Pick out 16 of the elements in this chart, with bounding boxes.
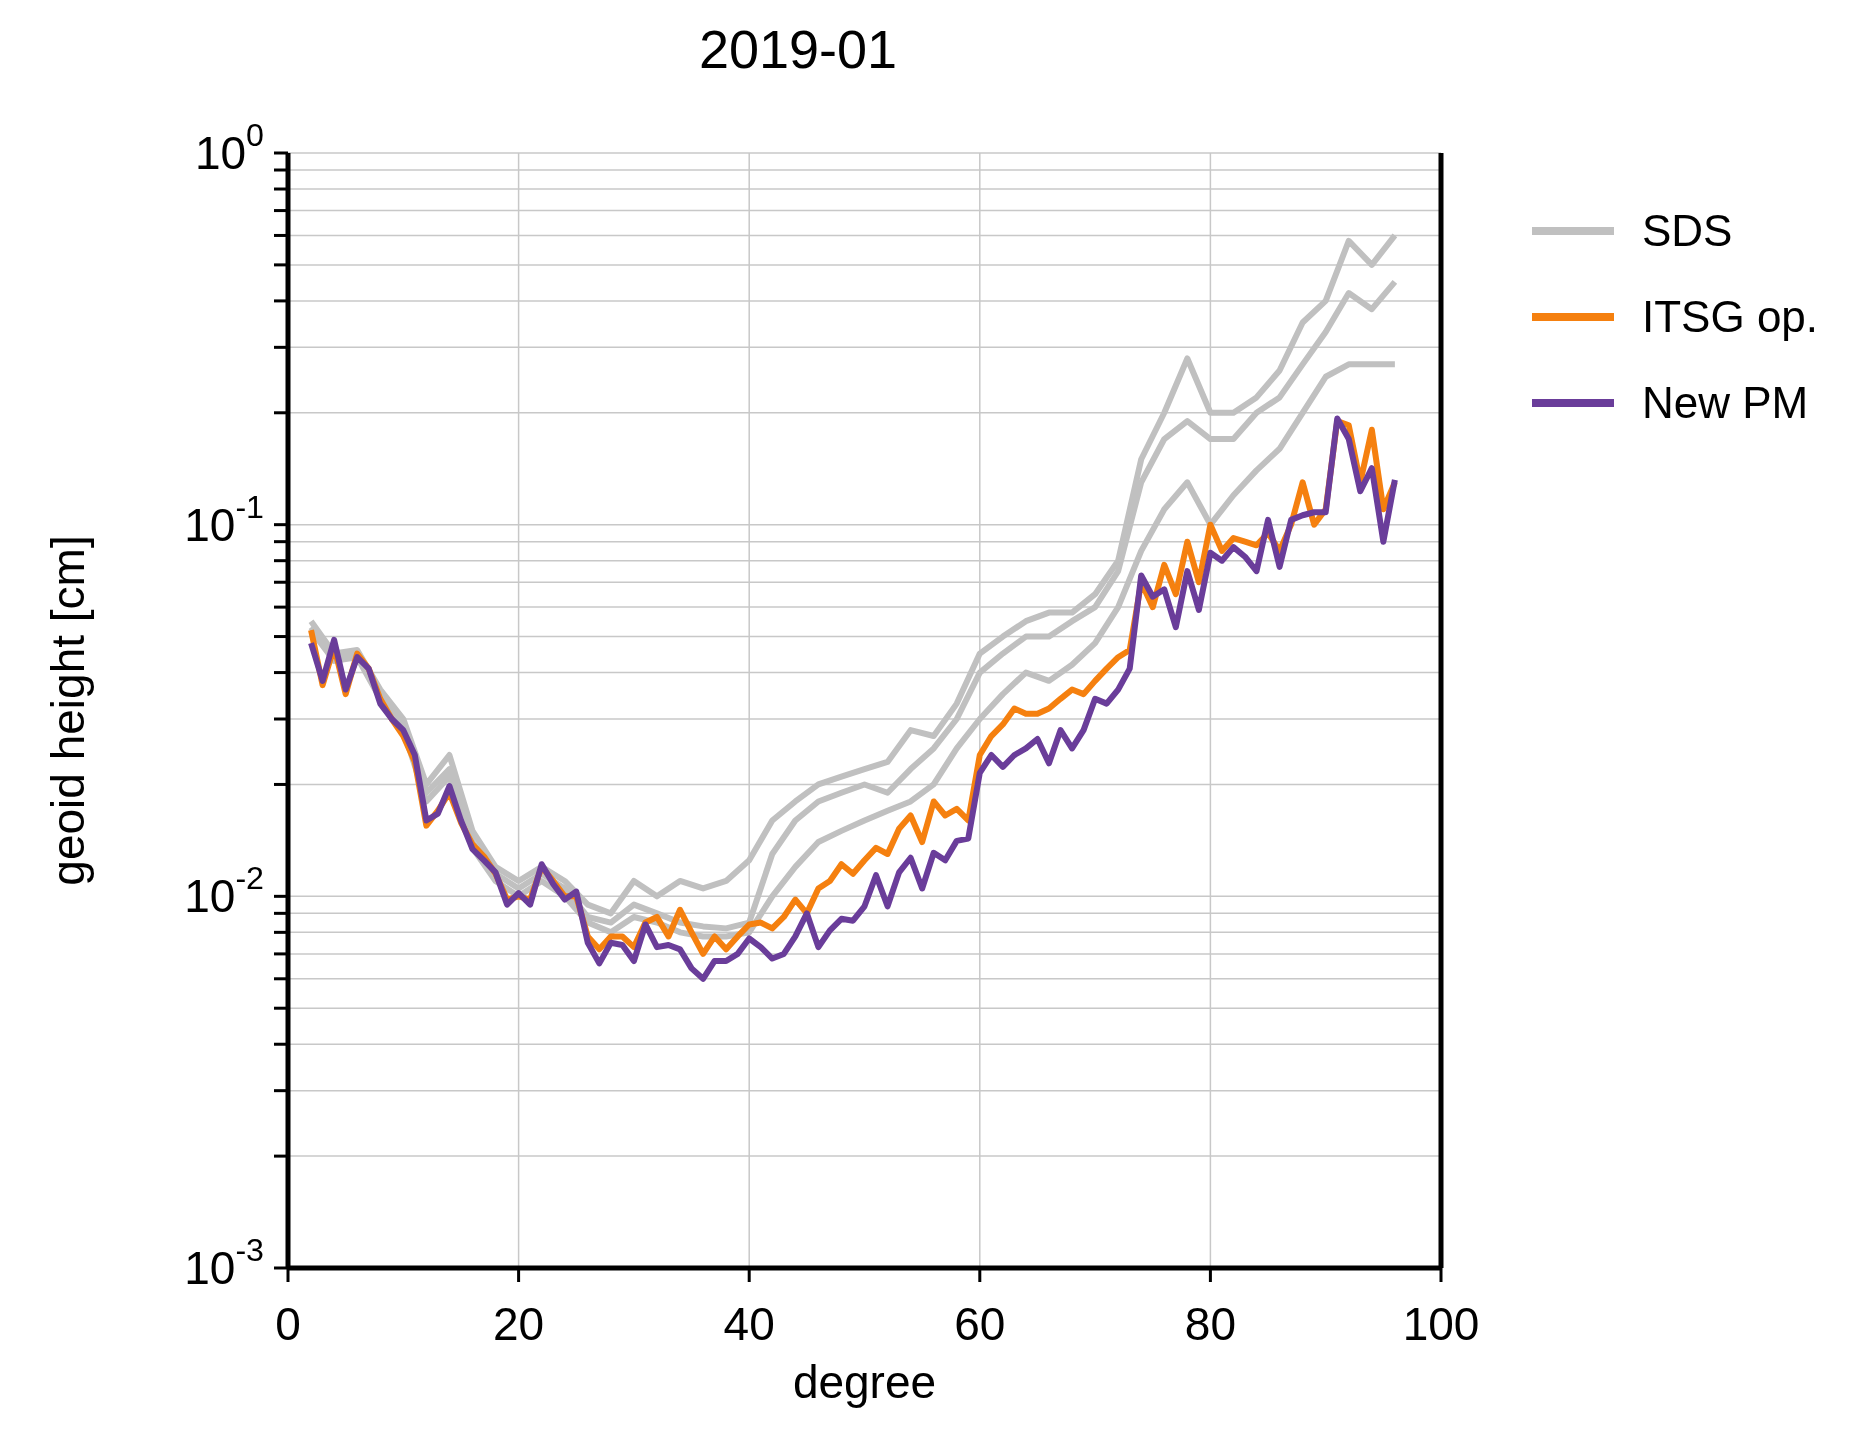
y-tick-label: 10$^{0}$ — [194, 117, 264, 179]
legend-label: New PM — [1642, 378, 1809, 428]
x-tick-label: 20 — [493, 1298, 545, 1350]
x-tick-label: 40 — [723, 1298, 775, 1350]
legend-label: SDS — [1642, 206, 1733, 256]
x-tick-label: 60 — [954, 1298, 1006, 1350]
y-tick-label: 10$^{-2}$ — [184, 860, 264, 923]
y-tick-label: 10$^{-1}$ — [184, 488, 264, 551]
x-tick-label: 0 — [275, 1298, 301, 1350]
y-axis-title: geoid height [cm] — [42, 535, 95, 886]
x-axis-title: degree — [792, 1356, 937, 1408]
legend-label: ITSG op. — [1642, 292, 1819, 342]
y-tick-label: 10$^{-3}$ — [184, 1232, 264, 1294]
chart-title: 2019-01 — [697, 18, 899, 80]
x-tick-label: 80 — [1184, 1298, 1236, 1350]
x-tick-label: 100 — [1402, 1298, 1480, 1350]
